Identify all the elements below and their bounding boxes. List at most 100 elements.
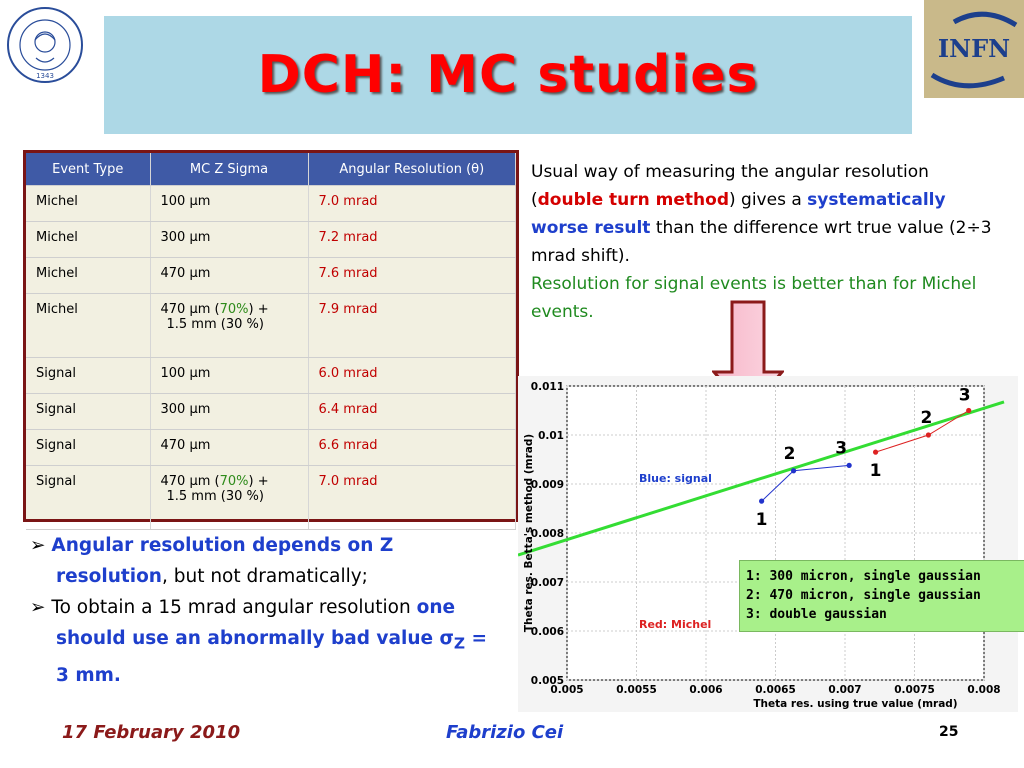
table-row: Michel 470 μm 7.6 mrad bbox=[26, 257, 516, 294]
y-tick-label: 0.008 bbox=[531, 528, 564, 540]
title-banner bbox=[104, 16, 912, 134]
footer-author: Fabrizio Cei bbox=[446, 722, 564, 743]
cell-event-type: Michel bbox=[26, 257, 151, 294]
signal-point bbox=[790, 468, 797, 474]
point-number-label: 3 bbox=[835, 438, 847, 458]
explanation-part-3: than the difference wrt true value (2÷3 … bbox=[531, 218, 992, 266]
bullet-item-1: ➢ Angular resolution depends on Z resolu… bbox=[30, 530, 500, 592]
bullet-2-highlight: one should use an abnormally bad value σ bbox=[56, 597, 456, 649]
michel-point bbox=[966, 407, 972, 414]
cell-angular-resolution: 7.0 mrad bbox=[308, 465, 516, 530]
sigma-plus: ) + bbox=[248, 474, 269, 489]
footer-date: 17 February 2010 bbox=[62, 722, 241, 743]
cell-angular-resolution: 7.0 mrad bbox=[308, 185, 516, 222]
data-marks: 1 2 3 1 2 3 bbox=[518, 386, 1005, 557]
michel-point bbox=[872, 449, 879, 455]
cell-event-type: Michel bbox=[26, 185, 151, 222]
annotation-blue-signal: Blue: signal bbox=[639, 472, 712, 485]
cell-angular-resolution: 7.2 mrad bbox=[308, 221, 516, 258]
bullet-2-tail: = 3 mm. bbox=[56, 628, 488, 686]
bullet-item-2: ➢ To obtain a 15 mrad angular resolution… bbox=[30, 592, 500, 691]
cell-event-type: Signal bbox=[26, 357, 151, 394]
sigma-value: 300 μm bbox=[160, 230, 211, 245]
sigma-plus: ) + bbox=[248, 302, 269, 317]
cell-event-type: Signal bbox=[26, 393, 151, 430]
systematically-worse-result: systematically worse result bbox=[531, 190, 946, 238]
cell-mc-z-sigma: 300 μm bbox=[150, 221, 309, 258]
x-tick-label: 0.0065 bbox=[755, 684, 796, 696]
explanation-part-2: ) gives a bbox=[729, 190, 808, 210]
signal-better-statement: Resolution for signal events is better t… bbox=[531, 274, 977, 322]
sigma-value: 470 μm bbox=[160, 438, 211, 453]
bullet-2-lead: To obtain a 15 mrad angular resolution bbox=[51, 597, 417, 618]
double-turn-method: double turn method bbox=[537, 190, 729, 210]
point-number-label: 1 bbox=[870, 461, 882, 481]
sigma-value: 100 μm bbox=[160, 366, 211, 381]
point-number-label: 3 bbox=[959, 386, 971, 406]
sigma-second-line: 1.5 mm (30 %) bbox=[166, 489, 264, 504]
results-table: Event Type MC Z Sigma Angular Resolution… bbox=[23, 150, 519, 530]
cell-mc-z-sigma: 100 μm bbox=[150, 185, 309, 222]
infn-logo-text: INFN bbox=[937, 34, 1011, 63]
signal-point bbox=[846, 462, 852, 468]
sigma-percent: 70% bbox=[219, 302, 249, 317]
point-legend-box: 1: 300 micron, single gaussian 2: 470 mi… bbox=[739, 560, 1024, 632]
point-number-label: 1 bbox=[756, 510, 768, 530]
x-tick-label: 0.007 bbox=[828, 684, 861, 696]
page-number: 25 bbox=[939, 724, 959, 740]
sigma-value: 300 μm bbox=[160, 402, 211, 417]
table-row: Signal 300 μm 6.4 mrad bbox=[26, 393, 516, 430]
y-tick-label: 0.005 bbox=[531, 675, 564, 687]
fit-line bbox=[518, 400, 1005, 557]
infn-logo-swoosh bbox=[930, 11, 1018, 89]
table-row: Signal 470 μm (70%) +1.5 mm (30 %) 7.0 mra… bbox=[26, 465, 516, 530]
table-header-row: Event Type MC Z Sigma Angular Resolution… bbox=[26, 153, 516, 186]
cell-angular-resolution: 6.4 mrad bbox=[308, 393, 516, 430]
y-tick-label: 0.011 bbox=[531, 381, 564, 393]
y-axis-label: Theta res. Betta's method (mrad) bbox=[523, 434, 535, 632]
point-number-label: 2 bbox=[784, 444, 796, 464]
y-tick-label: 0.009 bbox=[531, 479, 564, 491]
michel-point bbox=[925, 432, 931, 438]
svg-text:1343: 1343 bbox=[36, 72, 54, 80]
sigma-second-line: 1.5 mm (30 %) bbox=[166, 317, 264, 332]
cell-mc-z-sigma: 470 μm bbox=[150, 429, 309, 466]
cell-mc-z-sigma: 100 μm bbox=[150, 357, 309, 394]
cell-angular-resolution: 6.0 mrad bbox=[308, 357, 516, 394]
x-tick-label: 0.005 bbox=[550, 684, 583, 696]
y-tick-label: 0.007 bbox=[531, 577, 564, 589]
table-row: Michel 300 μm 7.2 mrad bbox=[26, 221, 516, 258]
legend-line-2: 2: 470 micron, single gaussian bbox=[746, 588, 981, 603]
cell-mc-z-sigma: 470 μm bbox=[150, 257, 309, 294]
cell-event-type: Michel bbox=[26, 221, 151, 258]
slide-title: DCH: MC studies bbox=[257, 45, 759, 105]
sigma-percent: 70% bbox=[219, 474, 249, 489]
sigma-value: 470 μm ( bbox=[160, 474, 220, 489]
header-mc-z-sigma: MC Z Sigma bbox=[150, 153, 309, 186]
point-number-label: 2 bbox=[920, 408, 932, 428]
y-tick-label: 0.006 bbox=[531, 626, 564, 638]
cell-mc-z-sigma: 300 μm bbox=[150, 393, 309, 430]
explanation-part-1: Usual way of measuring the angular resol… bbox=[531, 162, 929, 210]
sigma-value: 470 μm bbox=[160, 266, 211, 281]
table-row: Michel 100 μm 7.0 mrad bbox=[26, 185, 516, 222]
bullet-list: ➢ Angular resolution depends on Z resolu… bbox=[30, 530, 500, 691]
legend-line-3: 3: double gaussian bbox=[746, 607, 887, 622]
sigma-value: 100 μm bbox=[160, 194, 211, 209]
header-angular-resolution: Angular Resolution (θ) bbox=[308, 153, 516, 186]
y-tick-label: 0.01 bbox=[538, 430, 564, 442]
cell-mc-z-sigma: 470 μm (70%) +1.5 mm (30 %) bbox=[150, 293, 309, 358]
table-row: Signal 470 μm 6.6 mrad bbox=[26, 429, 516, 466]
x-tick-label: 0.0075 bbox=[894, 684, 935, 696]
x-tick-label: 0.0055 bbox=[616, 684, 657, 696]
cell-angular-resolution: 7.9 mrad bbox=[308, 293, 516, 358]
legend-line-1: 1: 300 micron, single gaussian bbox=[746, 569, 981, 584]
annotation-red-michel: Red: Michel bbox=[639, 618, 711, 631]
header-event-type: Event Type bbox=[26, 153, 151, 186]
bullet-marker-icon: ➢ bbox=[30, 597, 46, 618]
university-seal-logo: 1343 bbox=[7, 7, 83, 83]
bullet-1-highlight: Angular resolution depends on Z resoluti… bbox=[51, 535, 394, 587]
cell-event-type: Michel bbox=[26, 293, 151, 358]
bullet-2-subscript: Z bbox=[453, 634, 466, 653]
table-row: Signal 100 μm 6.0 mrad bbox=[26, 357, 516, 394]
